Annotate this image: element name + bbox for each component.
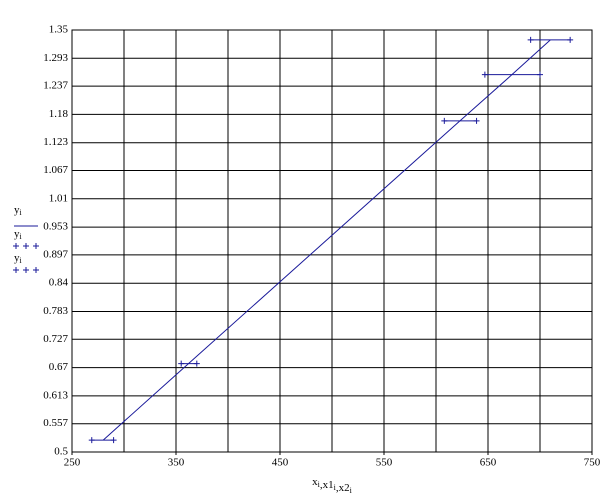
y-tick-label: 1.35 [49,24,69,36]
y-tick-label: 0.84 [49,277,69,289]
x-axis-label-sub: i [350,486,353,495]
y-tick-label: 1.293 [43,52,68,64]
x-axis-label-part: ,x1 [320,479,334,491]
legend-label: yi [14,252,23,265]
legend-name: y [14,252,20,264]
y-tick-label: 0.5 [54,446,68,458]
legend-swatch [13,243,19,249]
x-tick-label: 250 [64,457,81,469]
legend-swatch [33,243,39,249]
x-axis-label-sub: i [318,480,321,489]
y-tick-label: 0.783 [43,305,68,317]
y-tick-label: 0.953 [43,221,68,233]
y-tick-label: 1.067 [43,164,68,176]
legend-sub: i [20,256,23,265]
y-tick-label: 0.67 [49,361,69,373]
series-line [102,39,551,441]
x-axis-label-sub: i [334,483,337,492]
legend-name: y [14,228,20,240]
x-tick-label: 750 [584,457,601,469]
legend-swatch [23,267,29,273]
y-tick-label: 0.727 [43,333,68,345]
legend-swatch [33,267,39,273]
x-tick-label: 650 [480,457,497,469]
y-tick-label: 1.123 [43,136,68,148]
legend-swatch [13,267,19,273]
plot-border [71,29,593,453]
legend-swatch [23,243,29,249]
legend-name: y [14,204,20,216]
legend-sub: i [20,208,23,217]
legend-label: yi [14,204,23,217]
y-tick-label: 0.557 [43,417,68,429]
legend-sub: i [20,232,23,241]
y-tick-label: 1.18 [49,108,69,120]
x-axis-label: xi,x1i,x2i [312,476,352,495]
y-tick-label: 1.237 [43,80,68,92]
x-tick-label: 350 [168,457,185,469]
y-tick-label: 1.01 [49,192,68,204]
x-tick-label: 450 [272,457,289,469]
y-tick-label: 0.613 [43,389,68,401]
x-tick-label: 550 [376,457,393,469]
x-axis-label-part: ,x2 [336,482,350,494]
x-axis-label-part: x [312,476,318,488]
legend-label: yi [14,228,23,241]
y-tick-label: 0.897 [43,248,68,260]
